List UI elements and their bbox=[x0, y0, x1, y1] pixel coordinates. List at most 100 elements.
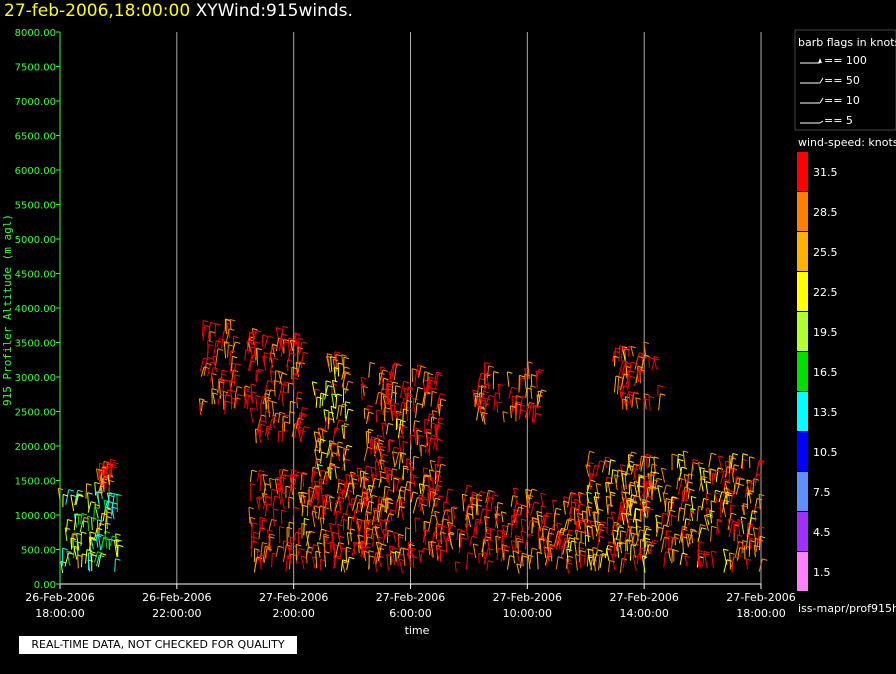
barb-shaft bbox=[332, 427, 336, 446]
barb-shaft bbox=[94, 482, 97, 496]
barb-flag bbox=[299, 429, 306, 433]
barb-flag bbox=[298, 527, 304, 531]
barb-flag bbox=[440, 531, 447, 535]
barb-shaft bbox=[315, 396, 318, 408]
barb-shaft bbox=[412, 476, 416, 488]
barb-shaft bbox=[718, 455, 723, 473]
barb-shaft bbox=[259, 424, 262, 437]
wind-barb bbox=[335, 393, 342, 409]
barb-shaft bbox=[666, 510, 671, 527]
barb-shaft bbox=[302, 472, 305, 488]
wind-barb bbox=[387, 439, 394, 453]
barb-shaft bbox=[374, 526, 379, 539]
barb-flag bbox=[392, 468, 398, 471]
barb-flag bbox=[632, 501, 638, 504]
wind-barb bbox=[91, 554, 97, 572]
wind-barb bbox=[256, 550, 263, 561]
barb-flag bbox=[541, 389, 547, 392]
barb-flag bbox=[370, 466, 377, 470]
wind-barb bbox=[282, 540, 289, 551]
barb-shaft bbox=[665, 530, 668, 548]
wind-barb bbox=[379, 459, 385, 471]
barb-flag bbox=[732, 452, 739, 456]
wind-barb bbox=[328, 464, 336, 478]
barb-flag bbox=[490, 528, 496, 531]
barb-flag bbox=[400, 505, 406, 508]
barb-flag bbox=[388, 473, 394, 476]
wind-barb bbox=[94, 481, 100, 496]
wind-barb bbox=[737, 519, 744, 535]
x-tick-label: 14:00:00 bbox=[619, 607, 668, 620]
barb-flag bbox=[378, 547, 385, 550]
wind-barb bbox=[557, 533, 563, 550]
barb-shaft bbox=[203, 357, 209, 371]
barb-shaft bbox=[727, 490, 731, 504]
barb-flag bbox=[98, 470, 104, 473]
barb-shaft bbox=[596, 536, 600, 552]
barb-shaft bbox=[426, 413, 430, 425]
barb-flag bbox=[449, 523, 455, 527]
barb-flag bbox=[438, 422, 444, 425]
wind-barb bbox=[640, 455, 650, 472]
barb-flag bbox=[578, 547, 585, 550]
barb-flag bbox=[644, 393, 650, 396]
barb-shaft bbox=[641, 555, 646, 573]
barb-flag bbox=[266, 425, 273, 429]
wind-barb bbox=[643, 341, 649, 359]
wind-barb bbox=[485, 394, 495, 407]
barb-flag bbox=[731, 467, 738, 471]
wind-barb bbox=[229, 350, 236, 365]
barb-flag bbox=[619, 345, 625, 348]
barb-shaft bbox=[391, 362, 395, 379]
barb-flag bbox=[638, 370, 644, 374]
barb-shaft bbox=[487, 538, 491, 556]
y-axis-label: 915 Profiler Altitude (m agl) bbox=[1, 214, 14, 406]
wind-barb bbox=[325, 380, 332, 395]
barb-flag bbox=[599, 535, 605, 539]
barb-flag bbox=[564, 537, 571, 541]
barb-shaft bbox=[331, 393, 335, 409]
barb-flag bbox=[363, 491, 370, 494]
barb-shaft bbox=[368, 485, 372, 498]
barb-flag bbox=[324, 541, 330, 545]
barb-shaft bbox=[64, 552, 70, 567]
barb-shaft bbox=[217, 378, 221, 391]
barb-shaft bbox=[417, 434, 421, 452]
barb-flag bbox=[502, 411, 509, 414]
wind-barb bbox=[329, 496, 335, 512]
barb-flag bbox=[293, 506, 300, 510]
wind-barb bbox=[398, 558, 405, 574]
wind-barb bbox=[77, 554, 83, 569]
barb-shaft bbox=[731, 468, 735, 480]
barb-flag bbox=[324, 535, 330, 539]
barb-flag bbox=[471, 491, 478, 495]
barb-shaft bbox=[396, 478, 400, 491]
barb-shaft bbox=[626, 539, 628, 552]
barb-shaft bbox=[291, 423, 296, 438]
wind-barb bbox=[250, 522, 258, 539]
wind-barb bbox=[247, 395, 254, 410]
barb-shaft bbox=[337, 496, 342, 512]
wind-barb bbox=[533, 412, 542, 424]
barb-flag bbox=[328, 411, 334, 414]
wind-barb bbox=[664, 498, 672, 512]
barb-flag bbox=[352, 473, 358, 477]
barb-flag bbox=[354, 509, 361, 512]
wind-barb bbox=[613, 543, 620, 557]
barb-shaft bbox=[341, 459, 346, 470]
wind-barb bbox=[596, 535, 605, 552]
barb-shaft bbox=[226, 323, 231, 339]
barb-flag bbox=[366, 520, 372, 523]
wind-barb bbox=[288, 547, 295, 564]
wind-barb bbox=[473, 518, 482, 537]
barb-shaft bbox=[269, 358, 274, 373]
barb-flag bbox=[685, 518, 691, 521]
barb-shaft bbox=[422, 467, 426, 481]
barb-flag bbox=[639, 475, 646, 478]
wind-barb bbox=[338, 535, 345, 553]
barb-flag bbox=[335, 351, 341, 354]
speed-bin-label: 4.5 bbox=[813, 526, 831, 539]
wind-barb bbox=[456, 528, 464, 541]
wind-barb bbox=[430, 422, 437, 434]
barb-flag bbox=[345, 458, 351, 462]
